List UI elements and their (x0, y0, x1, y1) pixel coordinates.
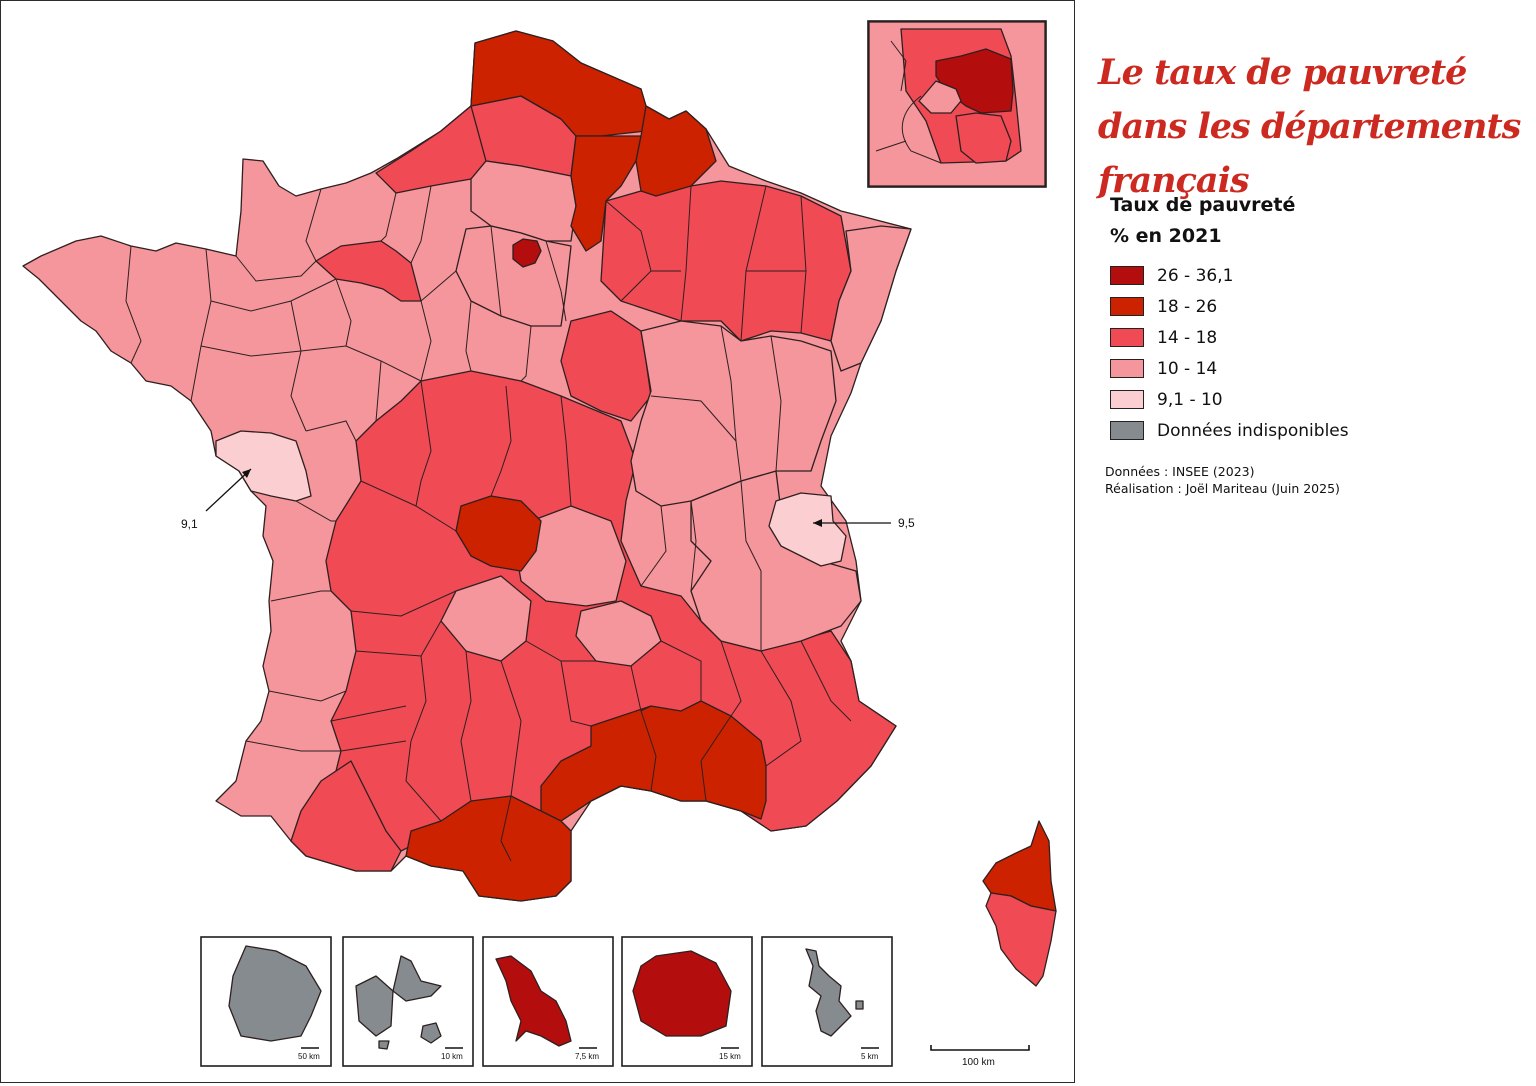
dept-deux-sevres (215, 430, 312, 502)
legend-item: 14 - 18 (1110, 322, 1510, 353)
dept-aisne (570, 135, 642, 252)
legend-item: 26 - 36,1 (1110, 260, 1510, 291)
annotation-west-label: 9,1 (181, 517, 198, 531)
legend-swatch (1110, 390, 1144, 409)
legend-item: Données indisponibles (1110, 415, 1510, 446)
inset-scale-guyane: 50 km (298, 1052, 320, 1061)
legend-title-line1: Taux de pauvreté (1110, 194, 1296, 216)
legend-label: Données indisponibles (1157, 420, 1349, 441)
france-map: 9,1 9,5 50 km 10 km 7 (22, 20, 1057, 1068)
legend-item: 9,1 - 10 (1110, 384, 1510, 415)
annotation-west: 9,1 (181, 468, 252, 531)
legend-title-line2: % en 2021 (1110, 225, 1222, 247)
legend-label: 10 - 14 (1157, 358, 1218, 379)
corsica (982, 820, 1057, 987)
legend-swatch (1110, 359, 1144, 378)
legend-swatch (1110, 297, 1144, 316)
dept-aude-pyrenees (405, 795, 572, 902)
map-title: Le taux de pauvreté dans les département… (1098, 52, 1521, 201)
main-scale-label: 100 km (962, 1057, 995, 1068)
legend-label: 18 - 26 (1157, 296, 1218, 317)
inset-scale-guadeloupe: 10 km (441, 1052, 463, 1061)
guyane-shape (228, 945, 322, 1042)
legend-item: 18 - 26 (1110, 291, 1510, 322)
legend-item: 10 - 14 (1110, 353, 1510, 384)
department-borders (125, 185, 852, 862)
legend-label: 9,1 - 10 (1157, 389, 1223, 410)
credits-author: Réalisation : Joël Mariteau (Juin 2025) (1105, 481, 1340, 496)
paris-inset (867, 20, 1047, 188)
legend-label: 26 - 36,1 (1157, 265, 1234, 286)
legend: Taux de pauvreté % en 2021 26 - 36,1 18 … (1110, 190, 1510, 446)
dept-rhone-alpes (690, 470, 862, 652)
guadeloupe-shape (355, 975, 394, 1037)
dept-haute-vienne (455, 495, 542, 572)
inset-scale-martinique: 7,5 km (575, 1052, 599, 1061)
annotation-east: 9,5 (813, 516, 915, 530)
legend-swatch (1110, 328, 1144, 347)
reunion-shape (632, 950, 732, 1037)
credits: Données : INSEE (2023) Réalisation : Joë… (1105, 463, 1340, 497)
legend-swatch (1110, 421, 1144, 440)
dept-ardennes (635, 105, 717, 197)
legend-label: 14 - 18 (1157, 327, 1218, 348)
dept-landes-gers (290, 760, 402, 872)
main-scale-bar: 100 km (930, 1045, 1030, 1068)
legend-swatch (1110, 266, 1144, 285)
dept-seine-saint-denis (512, 238, 542, 268)
dom-insets: 50 km 10 km 7,5 km 15 km 5 km (200, 936, 893, 1067)
inset-scale-reunion: 15 km (719, 1052, 741, 1061)
inset-scale-mayotte: 5 km (861, 1052, 879, 1061)
annotation-east-label: 9,5 (898, 516, 915, 530)
dept-alsace (830, 225, 912, 372)
dept-gard-herault (540, 700, 767, 822)
dept-haute-savoie (768, 492, 847, 567)
credits-source: Données : INSEE (2023) (1105, 464, 1255, 479)
dept-lozere (575, 600, 662, 667)
dept-cantal (440, 575, 532, 662)
legend-title: Taux de pauvreté % en 2021 (1110, 190, 1510, 252)
martinique-shape (495, 955, 572, 1047)
map-frame: 9,1 9,5 50 km 10 km 7 (0, 0, 1075, 1083)
dept-center-north (560, 310, 652, 422)
mayotte-shape (805, 948, 852, 1037)
